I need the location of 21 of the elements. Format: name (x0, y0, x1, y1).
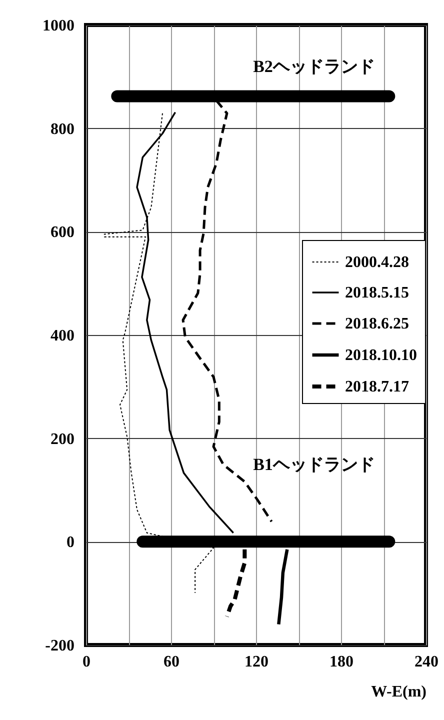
x-tick-label: 180 (330, 654, 354, 670)
annotation: B1ヘッドランド (253, 455, 375, 474)
legend-label: 2018.10.10 (345, 347, 417, 364)
x-tick-label: 120 (244, 654, 268, 670)
y-tick-label: 600 (50, 224, 74, 242)
y-tick-label: 800 (50, 120, 74, 138)
legend-label: 2000.4.28 (345, 254, 409, 271)
x-tick-label: 240 (414, 654, 438, 670)
annotation: B2ヘッドランド (253, 57, 375, 76)
y-tick-label: 400 (50, 328, 74, 344)
legend-label: 2018.5.15 (345, 284, 409, 302)
y-tick-label: 200 (50, 430, 74, 448)
y-tick-label: -200 (45, 638, 74, 654)
y-tick-label: 0 (66, 534, 74, 552)
legend-label: 2018.7.17 (345, 378, 409, 396)
line-series (224, 547, 247, 619)
x-axis-title: W-E(m) (371, 684, 426, 700)
legend-label: 2018.6.25 (345, 316, 409, 332)
x-tick-label: 60 (164, 654, 180, 670)
y-tick-label: 1000 (42, 18, 74, 34)
x-tick-label: 0 (82, 654, 90, 670)
